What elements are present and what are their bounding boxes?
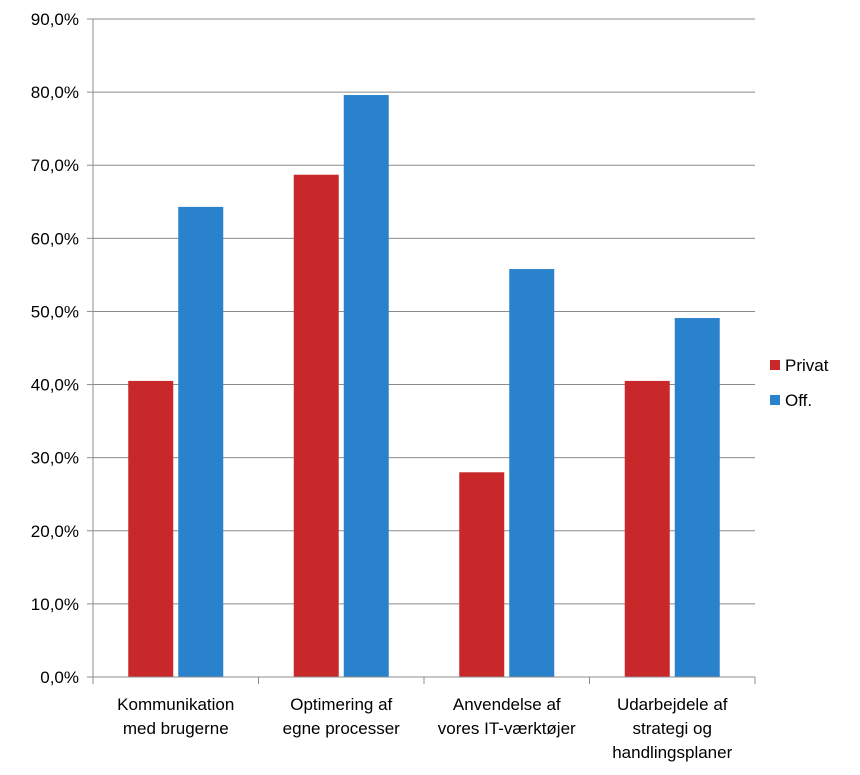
legend-label: Off. (785, 391, 812, 410)
bar-privat-3 (624, 380, 670, 677)
bar-off-1 (343, 95, 389, 678)
bar-off-3 (674, 318, 720, 677)
y-tick-label: 30,0% (31, 449, 79, 468)
x-category-label: Optimering af egne processer (283, 695, 401, 738)
x-category-label: Anvendelse af vores IT-værktøjer (438, 695, 576, 738)
legend: Privat Off. (770, 356, 829, 410)
x-category-label-line: handlingsplaner (612, 743, 732, 762)
legend-swatch (770, 395, 780, 405)
y-tick-label: 20,0% (31, 522, 79, 541)
y-tick-label: 70,0% (31, 156, 79, 175)
x-category-label-line: vores IT-værktøjer (438, 719, 576, 738)
y-tick-label: 90,0% (31, 10, 79, 29)
legend-label: Privat (785, 356, 829, 375)
y-tick-label: 0,0% (40, 668, 79, 687)
x-category-label-line: strategi og (633, 719, 712, 738)
x-category-label-line: egne processer (283, 719, 401, 738)
y-tick-label: 80,0% (31, 83, 79, 102)
x-category-label-line: Kommunikation (117, 695, 234, 714)
y-tick-label: 10,0% (31, 595, 79, 614)
bars (128, 95, 720, 678)
x-category-label-line: Optimering af (290, 695, 392, 714)
axes: 0,0% 10,0% 20,0% 30,0% 40,0% 50,0% 60,0% 70,0% 8… (31, 10, 756, 762)
bar-privat-0 (128, 380, 174, 677)
bar-off-2 (509, 269, 555, 677)
y-tick-label: 50,0% (31, 302, 79, 321)
x-category-label-line: med brugerne (123, 719, 229, 738)
y-tick-label: 60,0% (31, 229, 79, 248)
bar-privat-2 (459, 472, 505, 677)
x-category-label-line: Anvendelse af (453, 695, 561, 714)
bar-privat-1 (293, 174, 339, 677)
legend-swatch (770, 360, 780, 370)
bar-off-0 (178, 206, 224, 677)
y-tick-label: 40,0% (31, 376, 79, 395)
x-category-label: Udarbejdele af strategi og handlingsplaner (612, 695, 732, 762)
x-category-label: Kommunikation med brugerne (117, 695, 234, 738)
x-category-label-line: Udarbejdele af (617, 695, 728, 714)
